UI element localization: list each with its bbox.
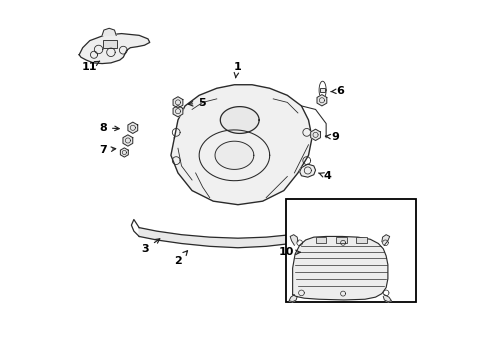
Polygon shape (173, 97, 183, 108)
Polygon shape (289, 294, 297, 302)
Bar (320, 88, 325, 92)
Polygon shape (123, 135, 133, 146)
Text: 10: 10 (279, 247, 300, 257)
Bar (336, 237, 346, 243)
Polygon shape (383, 294, 392, 302)
Polygon shape (290, 235, 298, 245)
Polygon shape (173, 105, 183, 117)
Polygon shape (139, 226, 333, 248)
Polygon shape (293, 237, 388, 300)
Text: 4: 4 (318, 171, 332, 181)
Text: 7: 7 (99, 145, 116, 155)
Text: 6: 6 (331, 86, 344, 96)
Text: 11: 11 (81, 61, 100, 72)
Polygon shape (128, 122, 138, 134)
Polygon shape (215, 141, 254, 170)
Text: 9: 9 (325, 132, 339, 142)
Polygon shape (220, 107, 259, 134)
Text: 1: 1 (233, 62, 241, 78)
Polygon shape (171, 85, 312, 205)
Text: 5: 5 (188, 98, 206, 108)
Polygon shape (317, 95, 327, 106)
Polygon shape (382, 235, 390, 245)
Polygon shape (102, 28, 116, 35)
Text: 2: 2 (174, 251, 188, 266)
Polygon shape (300, 164, 316, 177)
Bar (103, 40, 117, 48)
Bar (286, 199, 416, 302)
Bar (357, 237, 367, 243)
Bar (316, 237, 326, 243)
Text: 3: 3 (142, 239, 160, 254)
Polygon shape (311, 129, 320, 140)
Polygon shape (121, 148, 128, 157)
Text: 8: 8 (99, 123, 119, 133)
Polygon shape (79, 33, 150, 64)
